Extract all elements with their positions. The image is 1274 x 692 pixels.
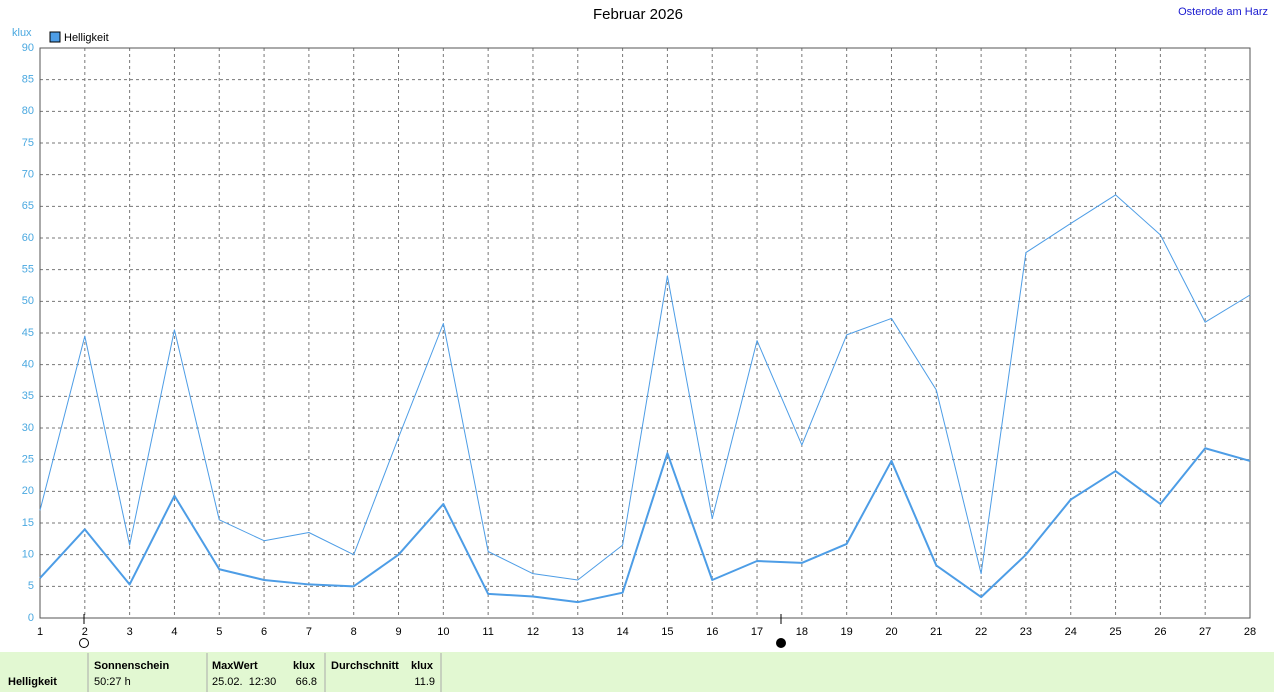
x-tick-label: 2 [82,626,88,638]
plot-frame [39,47,1251,619]
cell: 66.8 [296,676,317,688]
y-tick-label: 90 [22,42,34,54]
y-tick-label: 40 [22,359,34,371]
legend: Helligkeit [49,31,109,44]
unit: klux [411,660,434,672]
x-tick-label: 3 [127,626,133,638]
x-tick-label: 24 [1065,626,1077,638]
unit: klux [293,660,316,672]
cell: 25.02. 12:30 [212,676,276,688]
x-tick-label: 21 [930,626,942,638]
x-tick-label: 17 [751,626,763,638]
y-tick-label: 60 [22,232,34,244]
moon-full [79,638,89,648]
x-tick-label: 18 [796,626,808,638]
x-tick-label: 13 [572,626,584,638]
x-tick-label: 25 [1109,626,1121,638]
x-tick-label: 26 [1154,626,1166,638]
header: MaxWert [212,660,258,672]
cell: 50:27 h [94,676,131,688]
table-background [0,652,1274,692]
x-tick-label: 20 [885,626,897,638]
line [39,447,1251,604]
x-tick-label: 6 [261,626,267,638]
x-tick-label: 7 [306,626,312,638]
y-tick-label: 85 [22,74,34,86]
x-tick-label: 12 [527,626,539,638]
location: Osterode am Harz [1178,6,1268,18]
x-tick-label: 28 [1244,626,1256,638]
x-tick-label: 8 [351,626,357,638]
cell: 11.9 [414,676,435,688]
y-tick-label: 50 [22,295,34,307]
x-tick-label: 22 [975,626,987,638]
x-tick-label: 27 [1199,626,1211,638]
row-label: Helligkeit [8,676,57,688]
y-tick-label: 70 [22,169,34,181]
y-tick-label: 10 [22,549,34,561]
x-tick-label: 23 [1020,626,1032,638]
y-tick-label: 75 [22,137,34,149]
x-tick-label: 1 [37,626,43,638]
header: Sonnenschein [94,660,169,672]
y-tick-label: 55 [22,264,34,276]
y-tick-label: 35 [22,390,34,402]
legend-swatch [49,31,61,43]
y-tick-label: 5 [28,580,34,592]
x-tick-label: 14 [616,626,628,638]
x-tick-label: 19 [841,626,853,638]
moon-new [776,638,786,648]
x-tick-label: 9 [395,626,401,638]
summary-table: Helligkeit Sonnenschein 50:27 h MaxWert … [0,652,1274,692]
y-tick-label: 45 [22,327,34,339]
y-tick-label: 20 [22,485,34,497]
moon-phases [79,614,786,648]
y-tick-label: 65 [22,200,34,212]
y-tick-label: 25 [22,454,34,466]
y-tick-label: 0 [28,612,34,624]
x-tick-label: 10 [437,626,449,638]
x-tick-label: 5 [216,626,222,638]
legend-label: Helligkeit [64,32,109,44]
x-tick-label: 15 [661,626,673,638]
y-tick-label: 15 [22,517,34,529]
y-axis-label: klux [12,27,32,39]
chart-title: Februar 2026 [593,6,683,23]
y-tick-label: 80 [22,105,34,117]
x-tick-label: 4 [171,626,177,638]
x-tick-label: 16 [706,626,718,638]
y-tick-label: 30 [22,422,34,434]
header: Durchschnitt [331,660,399,672]
x-tick-label: 11 [482,626,493,638]
line [39,194,1251,581]
